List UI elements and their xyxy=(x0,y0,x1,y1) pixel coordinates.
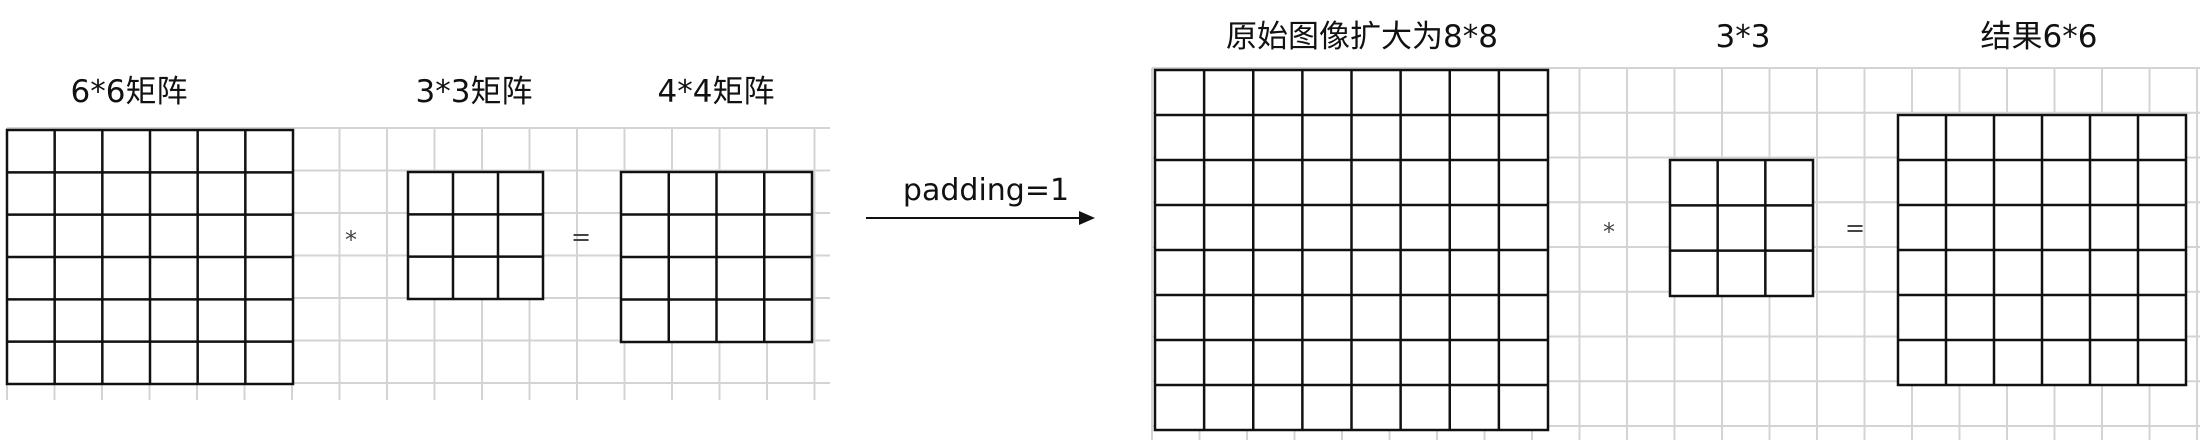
right-kernel-matrix xyxy=(1668,158,1815,298)
padding-arrow xyxy=(866,211,1095,225)
convolution-operator-left: * xyxy=(345,226,357,254)
right-kernel-title: 3*3 xyxy=(1715,19,1771,55)
matrix-border xyxy=(1668,158,1815,298)
right-input-title: 原始图像扩大为8*8 xyxy=(1226,19,1498,55)
left-input-matrix xyxy=(5,128,295,386)
right-output-title: 结果6*6 xyxy=(1980,19,2098,55)
right-input-matrix xyxy=(1153,68,1550,432)
left-output-title: 4*4矩阵 xyxy=(657,74,775,110)
left-kernel-title: 3*3矩阵 xyxy=(415,74,533,110)
equals-operator-left: = xyxy=(570,223,592,251)
convolution-operator-right: * xyxy=(1603,218,1615,246)
right-output-matrix xyxy=(1896,113,2188,387)
background-grid xyxy=(6,67,2200,440)
matrix-border xyxy=(406,170,545,301)
left-output-matrix xyxy=(619,170,814,344)
equals-operator-right: = xyxy=(1844,214,1866,242)
left-input-title: 6*6矩阵 xyxy=(70,74,188,110)
arrow-label: padding=1 xyxy=(902,173,1070,208)
arrow-head-icon xyxy=(1079,211,1095,225)
left-kernel-matrix xyxy=(406,170,545,301)
matrices-layer xyxy=(5,68,2188,432)
